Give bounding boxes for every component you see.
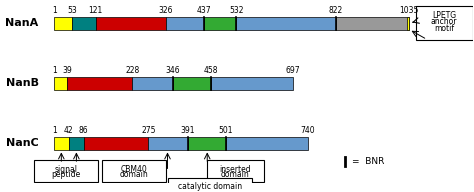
- FancyBboxPatch shape: [188, 137, 226, 150]
- Text: anchor: anchor: [431, 17, 457, 26]
- Text: signal: signal: [55, 165, 77, 174]
- Text: domain: domain: [119, 170, 148, 180]
- Text: peptide: peptide: [51, 170, 81, 180]
- Text: 1: 1: [52, 126, 57, 135]
- Text: 501: 501: [219, 126, 233, 135]
- Text: 458: 458: [204, 66, 218, 75]
- Text: 740: 740: [301, 126, 315, 135]
- Text: 121: 121: [89, 6, 103, 15]
- Text: 42: 42: [64, 126, 73, 135]
- Text: LPETG: LPETG: [432, 12, 456, 20]
- Text: 86: 86: [79, 126, 88, 135]
- Text: NanB: NanB: [6, 78, 38, 88]
- FancyBboxPatch shape: [173, 77, 211, 89]
- FancyBboxPatch shape: [204, 17, 237, 30]
- Text: NanC: NanC: [6, 138, 38, 148]
- Text: 275: 275: [141, 126, 155, 135]
- FancyBboxPatch shape: [416, 6, 473, 41]
- Text: 437: 437: [197, 6, 211, 15]
- FancyBboxPatch shape: [55, 17, 72, 30]
- FancyBboxPatch shape: [166, 17, 204, 30]
- Text: 697: 697: [285, 66, 300, 75]
- Text: 39: 39: [63, 66, 73, 75]
- FancyBboxPatch shape: [237, 17, 336, 30]
- Text: 228: 228: [125, 66, 139, 75]
- FancyBboxPatch shape: [407, 17, 409, 30]
- Text: CBM40: CBM40: [120, 165, 147, 174]
- Text: 1: 1: [52, 6, 57, 15]
- Text: =  BNR: = BNR: [352, 157, 384, 166]
- Text: 1035: 1035: [399, 6, 419, 15]
- Text: 1: 1: [52, 66, 57, 75]
- Text: 532: 532: [229, 6, 244, 15]
- Text: domain: domain: [220, 170, 249, 180]
- Text: 326: 326: [158, 6, 173, 15]
- FancyBboxPatch shape: [336, 17, 409, 30]
- Text: 822: 822: [328, 6, 343, 15]
- FancyBboxPatch shape: [83, 137, 148, 150]
- FancyBboxPatch shape: [69, 137, 83, 150]
- Text: 391: 391: [181, 126, 195, 135]
- FancyBboxPatch shape: [67, 77, 132, 89]
- FancyBboxPatch shape: [102, 161, 166, 182]
- Text: 346: 346: [165, 66, 180, 75]
- FancyBboxPatch shape: [168, 178, 252, 192]
- FancyBboxPatch shape: [207, 161, 264, 182]
- FancyBboxPatch shape: [148, 137, 188, 150]
- FancyBboxPatch shape: [96, 17, 166, 30]
- Text: catalytic domain: catalytic domain: [178, 182, 242, 191]
- FancyBboxPatch shape: [34, 161, 98, 182]
- FancyBboxPatch shape: [226, 137, 308, 150]
- Text: 53: 53: [67, 6, 77, 15]
- Text: motif: motif: [434, 24, 454, 33]
- Text: inserted: inserted: [219, 165, 251, 174]
- FancyBboxPatch shape: [55, 77, 67, 89]
- FancyBboxPatch shape: [55, 137, 69, 150]
- FancyBboxPatch shape: [72, 17, 96, 30]
- Text: NanA: NanA: [5, 18, 38, 28]
- FancyBboxPatch shape: [132, 77, 173, 89]
- FancyBboxPatch shape: [211, 77, 293, 89]
